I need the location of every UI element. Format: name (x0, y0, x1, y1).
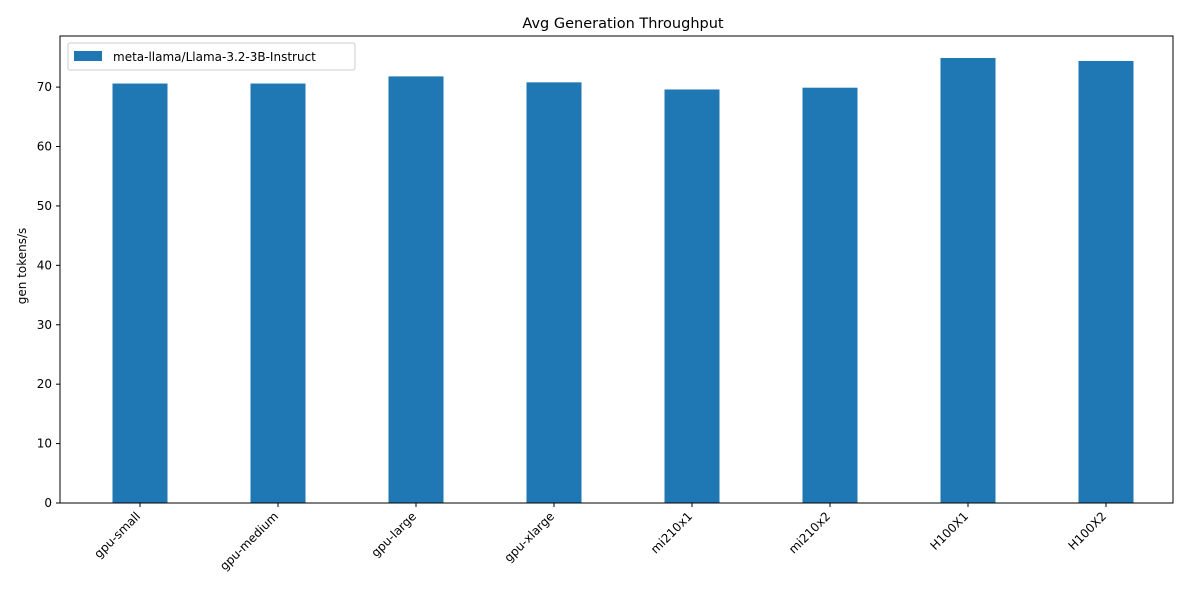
bar-H100X2 (1078, 60, 1134, 504)
y-axis-ticks: 0 10 20 30 40 50 60 70 (37, 80, 60, 510)
y-tick-label: 60 (37, 140, 52, 154)
y-tick-label: 10 (37, 437, 52, 451)
y-tick-label: 0 (44, 496, 52, 510)
legend-label: meta-llama/Llama-3.2-3B-Instruct (113, 50, 316, 64)
bar-H100X1 (940, 57, 996, 503)
bar-gpu-large (388, 76, 444, 503)
y-axis-label: gen tokens/s (15, 228, 29, 305)
bars-layer (112, 57, 1134, 504)
plot-area-frame (59, 35, 1174, 504)
legend: meta-llama/Llama-3.2-3B-Instruct (67, 42, 356, 71)
bar-gpu-xlarge (526, 82, 582, 504)
legend-box (67, 42, 356, 71)
y-tick-label: 70 (37, 80, 52, 94)
y-tick-label: 20 (37, 377, 52, 391)
bar-gpu-medium (250, 83, 306, 504)
chart-title: Avg Generation Throughput (522, 16, 724, 32)
y-tick-label: 50 (37, 199, 52, 213)
y-tick-label: 40 (37, 258, 52, 272)
bar-mi210x1 (664, 89, 720, 504)
y-tick-label: 30 (37, 318, 52, 332)
bar-gpu-small (112, 83, 168, 504)
legend-swatch (74, 51, 102, 61)
bar-mi210x2 (802, 87, 858, 503)
